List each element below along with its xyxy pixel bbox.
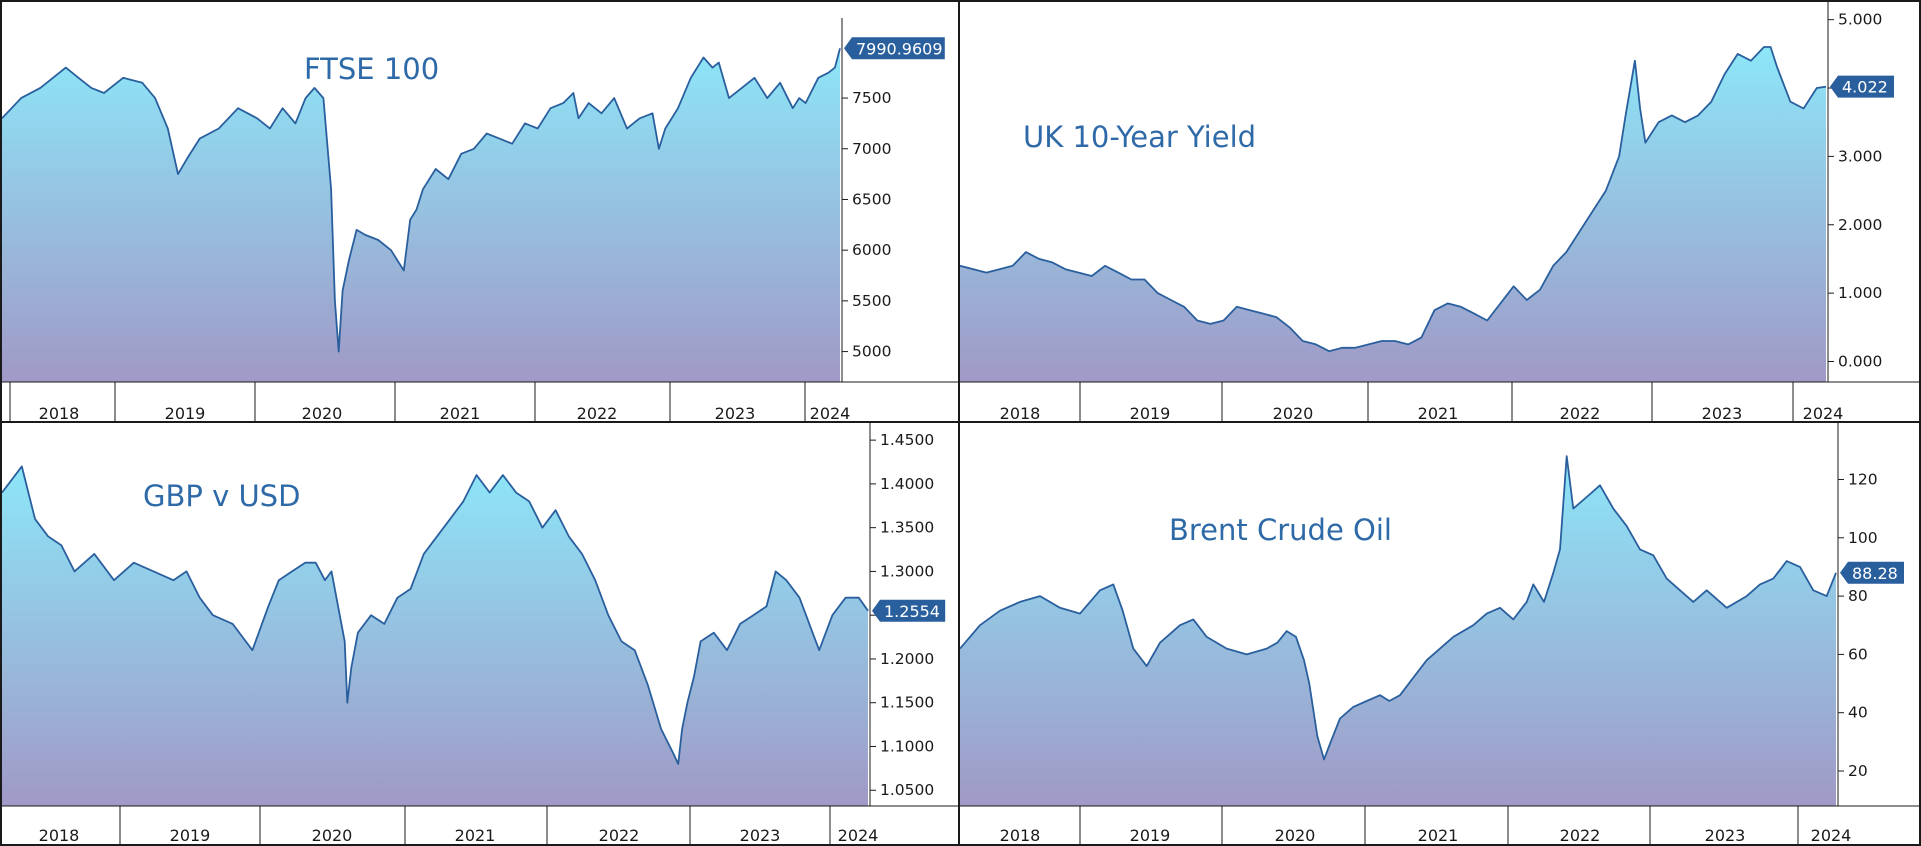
x-tick-label: 2023 [1702, 404, 1743, 422]
last-value-tag [1840, 561, 1904, 584]
y-tick-label: 1.2000 [880, 650, 934, 668]
x-tick-label: 2023 [1705, 826, 1746, 844]
x-tick-label: 2023 [715, 404, 756, 422]
x-tick-label: 2018 [39, 826, 80, 844]
x-tick-label: 2022 [577, 404, 618, 422]
chart-ftse-100-svg: 5000 5500 6000 6500 7000 7500 2018 2019 2020 2021… [2, 18, 959, 422]
chart-brent-crude-oil: 20 40 60 80 100 120 2018 2019 2020 2021 2022 2023 20… [958, 421, 1921, 846]
y-tick-label: 100 [1848, 529, 1878, 547]
y-tick-label: 6000 [852, 241, 891, 259]
x-tick-label: 2019 [1130, 404, 1171, 422]
x-tick-label: 2022 [599, 826, 640, 844]
y-tick-label: 7000 [852, 140, 891, 158]
series-line [960, 46, 1827, 353]
x-tick-label: 2020 [312, 826, 353, 844]
x-tick-label: 2020 [1273, 404, 1314, 422]
y-tick-label: 1.4000 [880, 475, 934, 493]
last-value-label: 1.2554 [884, 602, 940, 621]
x-tick-label: 2022 [1560, 826, 1601, 844]
x-tick-label: 2021 [455, 826, 496, 844]
x-tick-label: 2021 [440, 404, 481, 422]
chart-title: UK 10-Year Yield [1023, 120, 1257, 154]
y-tick-label: 20 [1848, 762, 1868, 780]
chart-title: Brent Crude Oil [1169, 513, 1392, 547]
y-tick-label: 120 [1848, 470, 1878, 488]
series-line [2, 48, 841, 353]
x-tick-label: 2020 [1275, 826, 1316, 844]
y-tick-label: 6500 [852, 190, 891, 208]
y-tick-label: 1.1000 [880, 737, 934, 755]
y-tick-label: 1.0500 [880, 781, 934, 799]
y-tick-label: 5000 [852, 343, 891, 361]
series-area [960, 47, 1826, 382]
last-value-label: 4.022 [1842, 78, 1888, 97]
y-tick-label: 1.1500 [880, 694, 934, 712]
chart-uk-10-year-yield: 0.0001.0002.0003.0004.0005.0002018201920… [958, 0, 1921, 424]
chart-ftse-100: 5000 5500 6000 6500 7000 7500 2018 2019 2020 2021… [0, 0, 961, 424]
x-tick-label: 2018 [1000, 826, 1041, 844]
series-area [960, 456, 1836, 806]
y-tick-label: 5500 [852, 292, 891, 310]
x-tick-label: 2018 [39, 404, 80, 422]
series-line [960, 455, 1837, 761]
y-tick-label: 60 [1848, 645, 1868, 663]
series-area [2, 48, 840, 383]
y-tick-label: 7500 [852, 89, 891, 107]
x-tick-label: 2021 [1418, 404, 1459, 422]
x-tick-label: 2018 [1000, 404, 1041, 422]
last-value-tag [1830, 75, 1894, 98]
y-tick-label: 1.4500 [880, 431, 934, 449]
x-tick-label: 2024 [1811, 826, 1852, 844]
x-tick-label: 2019 [165, 404, 206, 422]
chart-gbp-v-usd: 1.05001.10001.15001.20001.25001.30001.35… [0, 421, 961, 846]
last-value-label: 88.28 [1852, 564, 1898, 583]
y-tick-label: 1.3000 [880, 562, 934, 580]
last-value-tag [844, 37, 945, 60]
x-tick-label: 2019 [170, 826, 211, 844]
y-tick-label: 5.000 [1838, 11, 1882, 29]
x-tick-label: 2022 [1560, 404, 1601, 422]
chart-title: GBP v USD [143, 479, 301, 513]
y-tick-label: 1.3500 [880, 519, 934, 537]
x-tick-label: 2024 [810, 404, 851, 422]
y-tick-label: 2.000 [1838, 216, 1882, 234]
x-tick-label: 2020 [302, 404, 343, 422]
last-value-label: 7990.9609 [856, 39, 943, 58]
y-tick-label: 40 [1848, 704, 1868, 722]
y-tick-label: 3.000 [1838, 147, 1882, 165]
x-tick-label: 2024 [838, 826, 879, 844]
y-tick-label: 80 [1848, 587, 1868, 605]
chart-brent-crude-oil-svg: 20 40 60 80 100 120 2018 2019 2020 2021 2022 2023 20… [960, 423, 1919, 844]
x-tick-label: 2019 [1130, 826, 1171, 844]
chart-title: FTSE 100 [304, 52, 440, 86]
y-tick-label: 0.000 [1838, 352, 1882, 370]
chart-gbp-v-usd-svg: 1.05001.10001.15001.20001.25001.30001.35… [2, 423, 959, 844]
series-area [2, 466, 868, 806]
y-tick-label: 1.000 [1838, 284, 1882, 302]
x-tick-label: 2024 [1803, 404, 1844, 422]
last-value-tag [872, 599, 946, 622]
x-tick-label: 2021 [1418, 826, 1459, 844]
series-line [2, 465, 869, 765]
x-tick-label: 2023 [740, 826, 781, 844]
chart-uk-10-year-yield-svg: 0.0001.0002.0003.0004.0005.0002018201920… [960, 2, 1919, 422]
